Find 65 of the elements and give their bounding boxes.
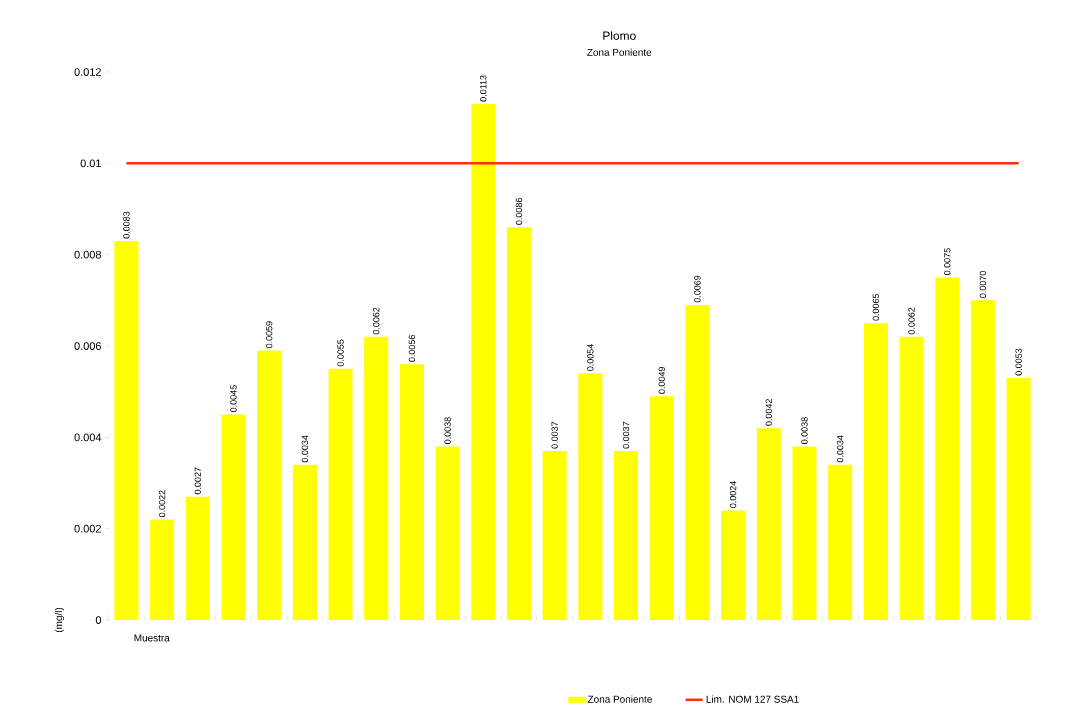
bar	[1006, 377, 1031, 620]
chart-title: Plomo	[603, 31, 636, 40]
text: 0.0027	[194, 467, 201, 495]
bar	[114, 240, 139, 620]
bar	[614, 451, 639, 620]
bar	[899, 336, 924, 620]
text: 0.0045	[230, 385, 237, 412]
legend-label: Lim. NOM 127 SSA1	[706, 695, 799, 703]
text: 0.0059	[265, 321, 273, 349]
y-tick-label: 0.012	[74, 68, 101, 76]
text: 0.0024	[729, 481, 737, 508]
text: 0.0049	[658, 367, 665, 394]
bar	[970, 300, 995, 620]
bar	[935, 277, 960, 620]
text: 0.0069	[694, 275, 701, 303]
text: 0.0062	[373, 307, 380, 335]
text: 0.0053	[1015, 348, 1022, 376]
text: 0.0055	[337, 339, 344, 367]
text: 0.0054	[587, 344, 594, 371]
y-tick-label: 0.008	[74, 250, 101, 259]
text: 0.0042	[765, 399, 772, 426]
text: 0.0056	[408, 335, 416, 362]
text: 0.0038	[801, 417, 808, 444]
text: 0.0037	[622, 421, 630, 449]
y-tick-label: 0.01	[80, 159, 101, 168]
bar	[328, 368, 353, 620]
bar	[578, 373, 603, 620]
text: 0.0075	[944, 248, 951, 275]
y-tick-label: 0.004	[74, 433, 102, 442]
text: 0.0083	[123, 211, 130, 239]
bar	[792, 446, 817, 620]
bar	[756, 428, 781, 620]
text: 0.0113	[480, 75, 487, 102]
text: 0.0037	[551, 421, 558, 449]
bar	[828, 464, 853, 620]
legend-label: Zona Poniente	[587, 695, 652, 703]
bar	[185, 496, 210, 620]
bar	[542, 451, 567, 620]
text: 0.0062	[908, 307, 915, 335]
y-tick-label: 0.006	[74, 342, 101, 350]
chart-subtitle: Zona Poniente	[587, 48, 652, 56]
bar	[150, 519, 175, 620]
y-tick-label: 0.002	[74, 524, 101, 533]
bar	[471, 103, 496, 620]
bar	[435, 446, 460, 620]
bar	[721, 510, 746, 620]
bar	[506, 227, 531, 620]
text: 0.0022	[158, 490, 166, 517]
text: 0.0038	[444, 417, 451, 444]
text: 0.0034	[301, 435, 309, 463]
text: 0.0034	[836, 435, 844, 463]
bar	[863, 323, 888, 620]
bar	[292, 464, 317, 620]
bar	[685, 304, 710, 620]
bar	[399, 364, 424, 620]
bar	[221, 414, 246, 620]
x-axis-title: Muestra	[134, 634, 170, 642]
y-axis-title: (mg/l)	[54, 607, 65, 633]
bar	[649, 396, 674, 620]
text: 0.0086	[515, 198, 523, 225]
text: 0.0065	[872, 293, 880, 321]
text: 0.0070	[979, 271, 987, 298]
bar	[257, 350, 282, 620]
bar	[364, 336, 389, 620]
y-tick-label: 0	[95, 616, 102, 624]
